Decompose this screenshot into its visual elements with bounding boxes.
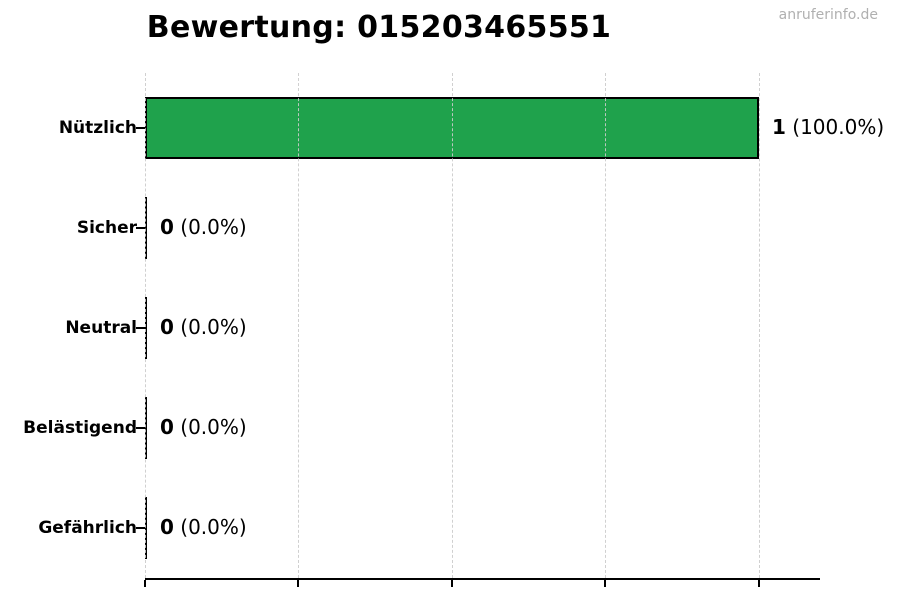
value-label: 0 (0.0%) [160,214,247,241]
x-axis-tick [450,580,453,587]
value-count: 0 [160,314,174,339]
category-label: Sicher [76,217,137,238]
value-percent: (0.0%) [173,214,247,239]
x-axis-tick [757,580,760,587]
bar-zero [145,296,147,359]
y-axis-tick [136,326,145,329]
value-count: 0 [160,214,174,239]
x-axis-tick [297,580,300,587]
y-axis-tick [136,126,145,129]
x-axis-tick [144,580,146,587]
x-axis-tick [604,580,607,587]
x-axis-line [145,578,820,580]
category-label: Belästigend [23,417,137,438]
gridline [758,73,760,578]
y-axis-tick [136,226,145,229]
watermark: anruferinfo.de [778,7,878,23]
gridline [605,73,607,578]
value-count: 1 [772,114,786,139]
chart-title: Bewertung: 015203465551 [146,10,612,45]
category-label: Nützlich [58,117,137,138]
gridline [145,73,146,578]
bar-zero [145,196,147,259]
category-label: Neutral [65,317,137,338]
value-percent: (0.0%) [173,514,247,539]
category-label: Gefährlich [38,517,137,538]
gridline [298,73,300,578]
value-label: 1 (100.0%) [772,114,884,141]
value-count: 0 [160,514,174,539]
value-label: 0 (0.0%) [160,314,247,341]
value-label: 0 (0.0%) [160,514,247,541]
gridline [451,73,453,578]
bar-zero [145,496,147,559]
value-label: 0 (0.0%) [160,414,247,441]
bar-zero [145,396,147,459]
value-count: 0 [160,414,174,439]
y-axis-tick [136,526,145,529]
y-axis-tick [136,426,145,429]
value-percent: (100.0%) [785,114,885,139]
value-percent: (0.0%) [173,314,247,339]
value-percent: (0.0%) [173,414,247,439]
plot-area: 1 (100.0%) 0 (0.0%) 0 (0.0%) 0 (0.0%) 0 (0.0… [136,73,884,587]
